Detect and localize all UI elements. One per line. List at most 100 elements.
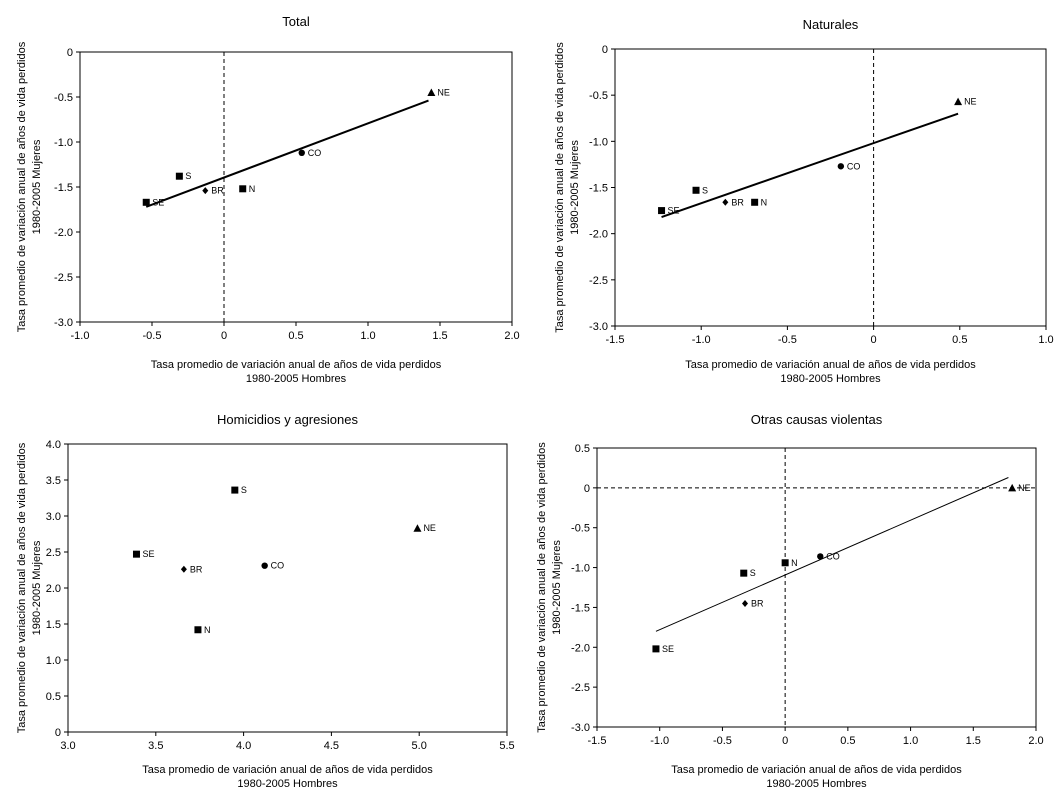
- x-axis-label-period: 1980-2005 Hombres: [246, 373, 347, 385]
- x-tick-label: 0.5: [952, 334, 967, 346]
- data-point-ne: [954, 97, 963, 106]
- y-tick-label: -1.0: [589, 136, 608, 148]
- x-axis-label: Tasa promedio de variación anual de años…: [685, 359, 976, 371]
- y-tick-label: -2.0: [54, 227, 73, 239]
- data-point-label: NE: [437, 88, 450, 98]
- trend-line: [661, 112, 959, 218]
- y-tick-label: -3.0: [54, 317, 73, 329]
- data-point-label: NE: [1018, 483, 1031, 493]
- y-tick-label: 0.5: [46, 691, 61, 703]
- x-tick-label: -0.5: [778, 334, 797, 346]
- y-tick-label: -0.5: [54, 92, 73, 104]
- y-tick-label: -1.0: [571, 563, 590, 575]
- data-point-label: N: [761, 197, 768, 207]
- y-axis-label: Tasa promedio de variación anual de años…: [554, 42, 566, 333]
- data-point-n: [194, 626, 202, 634]
- y-tick-label: -2.5: [54, 272, 73, 284]
- x-tick-label: 5.0: [412, 740, 427, 752]
- y-tick-label: 1.5: [46, 619, 61, 631]
- y-tick-label: -1.5: [571, 602, 590, 614]
- y-tick-label: 0: [602, 44, 608, 56]
- x-tick-label: -1.5: [588, 735, 607, 747]
- y-tick-label: 1.0: [46, 655, 61, 667]
- data-point-br: [202, 187, 209, 195]
- y-tick-label: 4.0: [46, 439, 61, 451]
- plot-frame: [614, 48, 1047, 327]
- data-point-ne: [413, 524, 422, 532]
- chart-panel-2: Naturales -1.5 -1.0 -0.5 0 0.5 1.0 0 -0.5 -1.0 -1.…: [554, 17, 1054, 385]
- data-point-label: CO: [826, 551, 840, 561]
- y-tick-label: -2.5: [589, 275, 608, 287]
- y-tick-label: -3.0: [571, 722, 590, 734]
- data-point-co: [817, 553, 824, 560]
- x-axis-label: Tasa promedio de variación anual de años…: [142, 764, 433, 776]
- data-point-ne: [1008, 483, 1017, 492]
- data-point-label: SE: [152, 197, 164, 207]
- x-tick-label: 2.0: [504, 330, 519, 342]
- data-point-co: [298, 149, 305, 156]
- y-tick-label: -2.0: [589, 229, 608, 241]
- data-point-label: N: [204, 625, 211, 635]
- x-axis-label-period: 1980-2005 Hombres: [780, 373, 881, 385]
- data-point-label: BR: [190, 564, 203, 574]
- data-point-label: CO: [308, 148, 322, 158]
- x-tick-label: -1.0: [692, 334, 711, 346]
- y-tick-label: -2.0: [571, 642, 590, 654]
- data-point-ne: [427, 88, 436, 96]
- x-tick-label: 0.5: [288, 330, 303, 342]
- x-axis-label-period: 1980-2005 Hombres: [766, 778, 867, 790]
- chart-title: Total: [282, 14, 310, 29]
- x-tick-label: 1.5: [966, 735, 981, 747]
- data-point-se: [658, 207, 666, 215]
- data-point-n: [239, 185, 247, 193]
- data-point-label: S: [702, 185, 708, 195]
- data-point-n: [781, 559, 789, 567]
- data-point-label: NE: [423, 523, 436, 533]
- chart-panel-3: Homicidios y agresiones 3.0 3.5 4.0 4.5 5.0 5.…: [16, 412, 515, 790]
- x-tick-label: 1.5: [432, 330, 447, 342]
- y-tick-label: -1.5: [54, 182, 73, 194]
- y-tick-label: 2.5: [46, 547, 61, 559]
- x-tick-label: 0.5: [840, 735, 855, 747]
- x-tick-label: 0: [871, 334, 877, 346]
- data-point-s: [175, 172, 183, 180]
- x-tick-label: -0.5: [143, 330, 162, 342]
- chart-title: Homicidios y agresiones: [217, 412, 358, 427]
- y-axis-label: Tasa promedio de variación anual de años…: [536, 442, 548, 733]
- y-axis-label-period: 1980-2005 Mujeres: [31, 139, 43, 234]
- data-point-s: [231, 486, 239, 494]
- y-tick-label: -1.0: [54, 137, 73, 149]
- data-point-s: [740, 569, 748, 577]
- x-axis-label: Tasa promedio de variación anual de años…: [151, 359, 442, 371]
- y-tick-label: 3.0: [46, 511, 61, 523]
- data-point-label: S: [241, 485, 247, 495]
- data-point-label: N: [249, 184, 256, 194]
- data-point-br: [742, 599, 749, 607]
- y-tick-label: 0: [55, 727, 61, 739]
- x-tick-label: 1.0: [360, 330, 375, 342]
- y-axis-label-period: 1980-2005 Mujeres: [569, 140, 581, 235]
- data-point-br: [180, 565, 187, 573]
- y-axis-label-period: 1980-2005 Mujeres: [551, 540, 563, 635]
- data-point-s: [692, 186, 700, 194]
- x-tick-label: -1.0: [71, 330, 90, 342]
- data-point-label: SE: [668, 206, 680, 216]
- data-point-label: SE: [142, 549, 154, 559]
- data-point-n: [751, 198, 759, 206]
- y-tick-label: 0: [67, 47, 73, 59]
- data-point-se: [142, 198, 150, 206]
- y-axis-label: Tasa promedio de variación anual de años…: [16, 41, 28, 332]
- data-point-label: S: [750, 568, 756, 578]
- y-tick-label: -0.5: [571, 523, 590, 535]
- x-tick-label: -1.0: [650, 735, 669, 747]
- data-point-co: [837, 163, 845, 170]
- x-tick-label: 3.0: [60, 740, 75, 752]
- data-point-label: BR: [731, 197, 744, 207]
- x-tick-label: 5.5: [499, 740, 514, 752]
- x-axis-label-period: 1980-2005 Hombres: [237, 778, 338, 790]
- y-tick-label: -1.5: [589, 183, 608, 195]
- x-tick-label: 4.0: [236, 740, 251, 752]
- data-point-se: [132, 550, 140, 558]
- data-point-label: S: [185, 171, 191, 181]
